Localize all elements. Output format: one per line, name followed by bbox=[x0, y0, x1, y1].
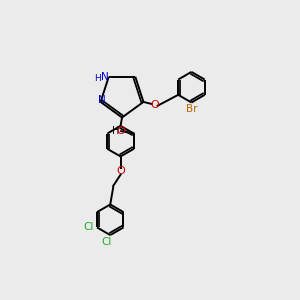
Text: N: N bbox=[98, 95, 106, 105]
Text: Cl: Cl bbox=[101, 237, 112, 248]
Text: Br: Br bbox=[186, 104, 197, 114]
Text: H: H bbox=[94, 74, 101, 83]
Text: Cl: Cl bbox=[83, 222, 93, 233]
Text: H: H bbox=[112, 126, 120, 136]
Text: N: N bbox=[101, 72, 109, 82]
Text: O: O bbox=[116, 126, 124, 136]
Text: O: O bbox=[150, 100, 159, 110]
Text: O: O bbox=[116, 166, 125, 176]
